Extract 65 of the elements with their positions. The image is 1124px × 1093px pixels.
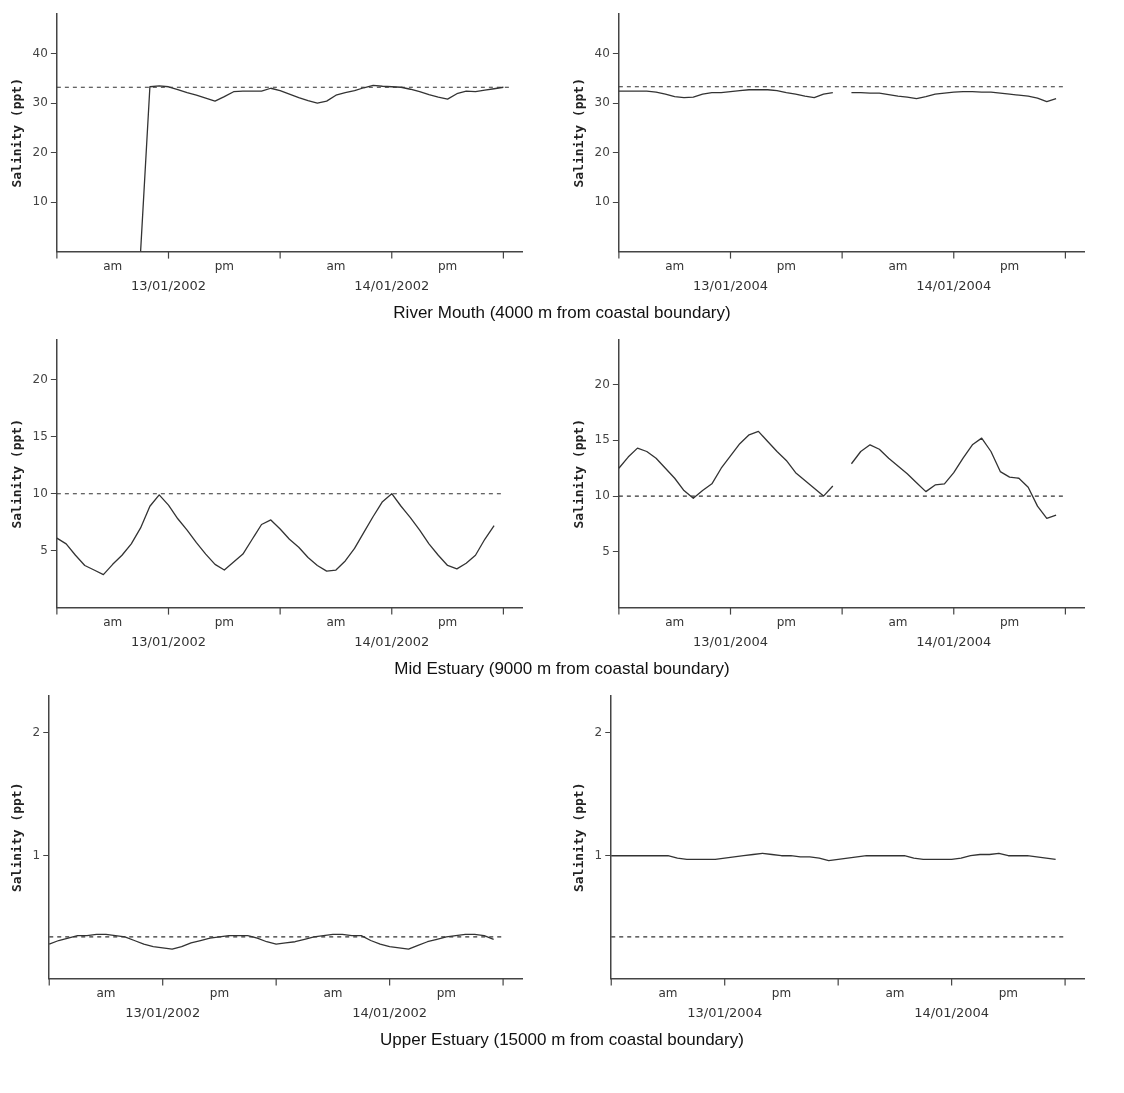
y-tick-label: 5 (40, 542, 48, 557)
x-tick-label: pm (209, 985, 230, 1000)
x-tick-label: pm (437, 258, 458, 273)
y-tick-label: 10 (594, 488, 610, 503)
x-tick-label: pm (776, 614, 796, 629)
x-tick-label: am (888, 258, 908, 273)
y-tick-label: 2 (32, 724, 41, 739)
y-tick-label: 20 (594, 144, 610, 159)
x-tick-label: am (103, 614, 123, 629)
x-tick-label: am (885, 985, 905, 1000)
text: 13/01/2002 (131, 633, 206, 649)
x-tick-label: am (665, 258, 685, 273)
text: 14/01/2002 (354, 633, 430, 649)
text: 14/01/2004 (914, 1004, 990, 1020)
y-tick-label: 20 (594, 376, 610, 391)
y-tick-label: 15 (32, 428, 48, 443)
x-tick-label: pm (214, 258, 234, 273)
y-tick-label: 10 (32, 194, 48, 209)
y-axis-title: Salinity (ppt) (9, 78, 25, 188)
y-tick-label: 30 (594, 95, 610, 110)
x-tick-label: am (326, 614, 346, 629)
x-tick-label: pm (998, 985, 1019, 1000)
y-tick-label: 40 (594, 45, 610, 60)
x-axis-title: Upper Estuary (15000 m from coastal boundary) (380, 1030, 744, 1049)
y-tick-label: 15 (594, 432, 610, 447)
x-tick-label: am (658, 985, 678, 1000)
x-tick-label: pm (999, 258, 1020, 273)
y-tick-label: 10 (32, 485, 48, 500)
x-tick-label: pm (999, 614, 1020, 629)
y-axis-title: Salinity (ppt) (9, 782, 25, 893)
y-tick-label: 40 (32, 45, 48, 60)
y-tick-label: 10 (594, 194, 610, 209)
x-tick-label: am (96, 985, 116, 1000)
y-axis-title: Salinity (ppt) (571, 419, 587, 529)
text: 14/01/2002 (352, 1004, 428, 1020)
y-axis-title: Salinity (ppt) (9, 419, 25, 529)
x-axis-title: Mid Estuary (9000 m from coastal boundary) (394, 659, 730, 678)
x-tick-label: pm (436, 985, 457, 1000)
y-tick-label: 20 (32, 371, 48, 386)
text: 13/01/2004 (687, 1004, 763, 1020)
x-tick-label: pm (771, 985, 792, 1000)
y-tick-label: 30 (32, 95, 48, 110)
x-tick-label: pm (776, 258, 796, 273)
x-tick-label: am (323, 985, 343, 1000)
y-axis-title: Salinity (ppt) (571, 78, 587, 188)
x-tick-label: pm (214, 614, 234, 629)
text: 14/01/2002 (354, 277, 430, 293)
x-tick-label: am (888, 614, 908, 629)
y-tick-label: 1 (32, 847, 41, 862)
text: 14/01/2004 (916, 633, 992, 649)
text: 13/01/2002 (125, 1004, 201, 1020)
y-axis-title: Salinity (ppt) (571, 782, 587, 893)
x-tick-label: am (103, 258, 123, 273)
text: 13/01/2002 (131, 277, 206, 293)
x-tick-label: am (326, 258, 346, 273)
x-tick-label: pm (437, 614, 458, 629)
y-tick-label: 2 (594, 724, 603, 739)
x-tick-label: am (665, 614, 685, 629)
text: 13/01/2004 (693, 633, 768, 649)
y-tick-label: 20 (32, 144, 48, 159)
x-axis-title: River Mouth (4000 m from coastal boundary) (393, 303, 731, 322)
text: 14/01/2004 (916, 277, 992, 293)
y-tick-label: 5 (602, 543, 610, 558)
y-tick-label: 1 (594, 847, 603, 862)
text: 13/01/2004 (693, 277, 768, 293)
